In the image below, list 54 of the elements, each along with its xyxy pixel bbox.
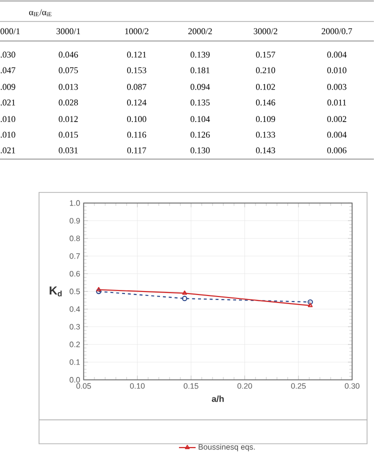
text: 3000/2 xyxy=(254,28,278,34)
text: 0.011 xyxy=(327,100,346,106)
point xyxy=(308,299,313,305)
text: .021 xyxy=(0,100,16,106)
text: 0.046 xyxy=(58,52,78,58)
text: 0.109 xyxy=(256,116,276,122)
text: 1000/2 xyxy=(125,28,148,34)
text: 0.210 xyxy=(256,67,276,74)
y-axis-title: K$_{d}$ xyxy=(50,286,62,296)
x-axis-title: a/h xyxy=(212,395,224,402)
text: .010 xyxy=(0,116,16,122)
text: 0.102 xyxy=(256,84,275,90)
text: 2000/2 xyxy=(188,28,212,34)
text: 0.031 xyxy=(58,147,78,154)
text: 0.012 xyxy=(58,116,78,122)
text: 0.146 xyxy=(256,100,276,106)
text: 0.004 xyxy=(327,132,347,138)
text: 0.075 xyxy=(58,67,78,74)
point xyxy=(182,296,188,302)
text: 2000/0.7 xyxy=(322,28,352,34)
text: 0.117 xyxy=(127,147,146,154)
text: 0.104 xyxy=(190,116,210,122)
text: 0.124 xyxy=(127,100,146,106)
text: .047 xyxy=(0,67,16,74)
point xyxy=(182,290,188,295)
text: .021 xyxy=(0,147,16,154)
text: 0.087 xyxy=(127,84,146,90)
text: 0.006 xyxy=(327,147,346,154)
text: 0.015 xyxy=(58,132,78,138)
text: α$_{IE}$/α$_{iE}$ xyxy=(29,9,52,16)
text: 0.121 xyxy=(127,52,146,58)
text: 0.002 xyxy=(327,116,346,122)
text: .030 xyxy=(0,52,16,58)
text: 000/1 xyxy=(0,28,20,34)
text: 0.004 xyxy=(327,52,347,58)
text: 3000/1 xyxy=(56,28,80,34)
text: 0.126 xyxy=(190,132,210,138)
text: 0.157 xyxy=(256,52,276,58)
text: 0.116 xyxy=(127,132,146,138)
text: 0.181 xyxy=(190,67,210,74)
text: .010 xyxy=(0,132,16,138)
text: .009 xyxy=(0,84,16,90)
text: 0.135 xyxy=(190,100,210,106)
text: 0.130 xyxy=(190,147,210,154)
text: 0.153 xyxy=(127,67,146,74)
text: 0.100 xyxy=(127,116,146,122)
text: 0.028 xyxy=(58,100,78,106)
text: 0.094 xyxy=(190,84,210,90)
text: 0.143 xyxy=(256,147,276,154)
text: 0.010 xyxy=(327,67,346,74)
text: 0.013 xyxy=(58,84,78,90)
text: 0.133 xyxy=(256,132,276,138)
text: 0.139 xyxy=(190,52,210,58)
text: 0.003 xyxy=(327,84,346,90)
